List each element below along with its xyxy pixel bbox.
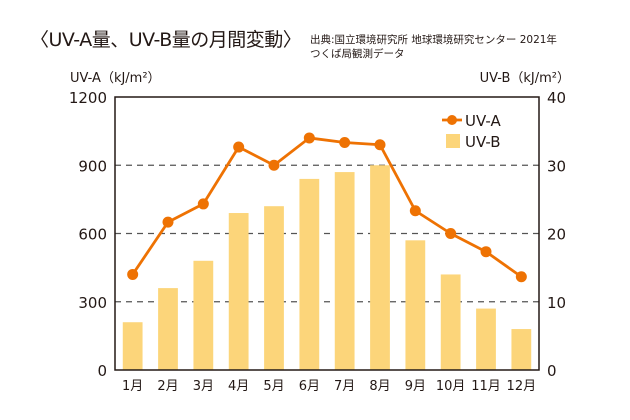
month-label: 5月 — [263, 379, 284, 394]
uvb-bar — [440, 274, 461, 370]
uvb-bar — [511, 329, 532, 370]
uva-point — [233, 141, 245, 153]
uva-point — [409, 205, 421, 217]
uvb-bar — [122, 322, 143, 370]
uva-point — [445, 228, 457, 239]
month-label: 2月 — [157, 379, 178, 394]
month-label: 12月 — [507, 379, 537, 394]
month-label: 3月 — [193, 379, 214, 394]
uvb-bars — [122, 165, 532, 370]
uvb-bar — [334, 172, 355, 370]
left-axis-title: UV-A（kJ/m²） — [70, 71, 161, 86]
source-line-2: つくば局観測データ — [310, 48, 405, 60]
uva-point — [339, 137, 351, 148]
legend-uva-marker — [447, 115, 457, 125]
uva-point — [303, 132, 315, 144]
right-tick-label: 0 — [547, 362, 557, 380]
uvb-bar — [158, 288, 178, 370]
uvb-bar — [193, 260, 214, 370]
uvb-bar — [370, 165, 390, 370]
uva-point — [127, 268, 139, 280]
uva-point — [268, 159, 280, 171]
uva-line — [127, 132, 527, 283]
right-tick-label: 40 — [547, 89, 566, 107]
left-tick-label: 0 — [97, 362, 107, 380]
left-tick-label: 300 — [78, 294, 107, 312]
month-label: 9月 — [405, 379, 426, 394]
left-tick-label: 600 — [78, 226, 107, 244]
uva-point — [374, 139, 386, 151]
plot-frame — [114, 96, 540, 371]
right-tick-label: 20 — [547, 226, 566, 244]
grid-lines — [115, 164, 539, 303]
plot-border — [114, 96, 540, 371]
month-label: 10月 — [436, 379, 466, 394]
month-label: 8月 — [369, 379, 390, 394]
uvb-bar — [299, 178, 320, 370]
uvb-bar — [228, 213, 249, 370]
right-axis-title: UV-B（kJ/m²） — [479, 71, 570, 86]
chart-title: 〈UV-A量、UV-B量の月間変動〉 — [30, 29, 302, 51]
month-label: 6月 — [299, 379, 320, 394]
axis-ticks: 0 300 600 900 1200 0 10 20 30 40 — [69, 89, 566, 380]
legend-uvb-swatch — [446, 134, 460, 148]
legend: UV-A UV-B — [442, 112, 501, 151]
right-tick-label: 30 — [547, 157, 566, 175]
uva-point — [480, 246, 492, 258]
month-label: 11月 — [471, 379, 501, 394]
month-label: 7月 — [334, 379, 355, 394]
source-line-1: 出典:国立環境研究所 地球環境研究センター 2021年 — [310, 34, 557, 46]
month-labels: 1月 2月 3月 4月 5月 6月 7月 8月 9月 10月 11月 12月 — [122, 379, 536, 394]
uva-point — [197, 198, 209, 210]
right-tick-label: 10 — [547, 294, 566, 312]
legend-uva-label: UV-A — [465, 112, 501, 130]
uvb-bar — [264, 206, 284, 370]
uva-point — [515, 271, 527, 283]
month-label: 1月 — [122, 379, 143, 394]
uva-series-line — [131, 136, 523, 278]
left-tick-label: 1200 — [69, 89, 107, 107]
uvb-bar — [476, 308, 496, 370]
uvb-bar — [405, 240, 426, 370]
month-label: 4月 — [228, 379, 249, 394]
legend-uvb-label: UV-B — [465, 133, 501, 151]
source-note: 出典:国立環境研究所 地球環境研究センター 2021年 つくば局観測データ — [310, 33, 557, 61]
left-tick-label: 900 — [78, 157, 107, 175]
uva-point — [162, 216, 174, 228]
